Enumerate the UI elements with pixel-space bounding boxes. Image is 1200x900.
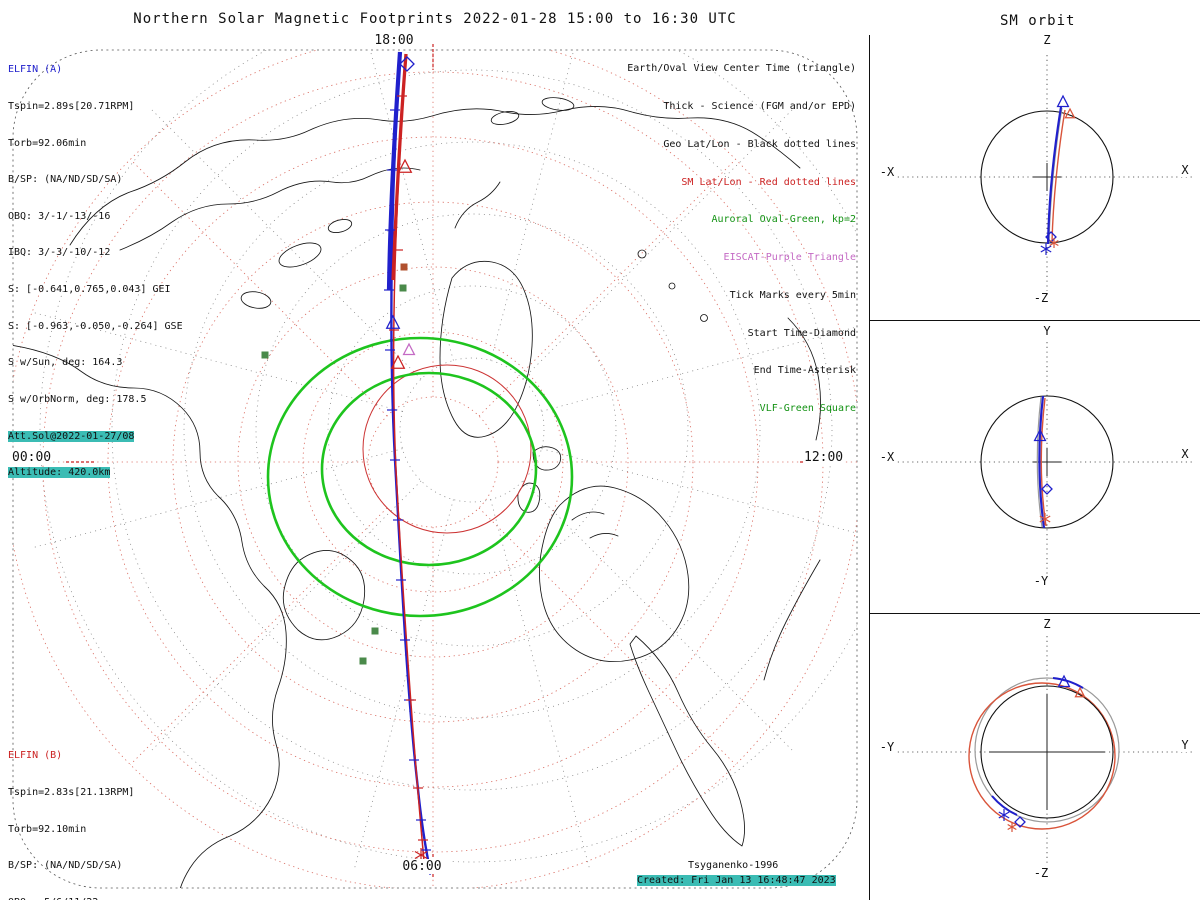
legend-item: SM Lat/Lon - Red dotted lines <box>681 176 856 188</box>
mlt-label-right: 12:00 <box>804 450 844 465</box>
elfin-a-line: S w/Sun, deg: 164.3 <box>8 357 123 369</box>
footprint-tracks <box>386 51 433 875</box>
panel1-axis-bottom: -Z <box>1031 291 1051 305</box>
elfin-a-line: B/SP: (NA/ND/SD/SA) <box>8 174 123 186</box>
elfin-a-attsol: Att.Sol@2022-01-27/08 <box>8 430 183 443</box>
legend-item: Geo Lat/Lon - Black dotted lines <box>663 138 856 150</box>
panel3-axis-left: -Y <box>877 740 897 754</box>
panel2-axis-right: X <box>1179 447 1191 461</box>
elfin-a-altitude: Altitude: 420.0km <box>8 467 183 479</box>
coast-uk <box>517 482 541 513</box>
small-island <box>637 249 647 259</box>
sm-orbit-panels <box>893 55 1192 866</box>
arctic-island <box>541 97 575 111</box>
elfin-a-line: S: [-0.641,0.765,0.043] GEI <box>8 284 171 296</box>
legend-item: Start Time-Diamond <box>747 327 856 339</box>
coast-right-2 <box>763 559 821 681</box>
legend-item: VLF-Green Square <box>759 403 856 415</box>
legend-item: End Time-Asterisk <box>753 365 856 377</box>
coast-europe <box>539 485 690 663</box>
elfin-b-line: Torb=92.10min <box>8 823 87 835</box>
coast-siberia-inner <box>119 167 421 251</box>
created-credit-text: Created: Fri Jan 13 16:48:47 2023 <box>637 875 836 886</box>
panel3-axis-top: Z <box>1041 617 1053 631</box>
mlt-label-left: 00:00 <box>12 450 52 465</box>
panel2-axis-left: -X <box>877 450 897 464</box>
panel-borders <box>869 35 1200 900</box>
small-island <box>668 282 676 290</box>
legend-item: EISCAT-Purple Triangle <box>723 252 856 264</box>
coast-fjords <box>571 511 619 539</box>
panel2-axis-top: Y <box>1041 324 1053 338</box>
legend-item: Tick Marks every 5min <box>729 289 856 301</box>
panel2-axis-bottom: -Y <box>1031 574 1051 588</box>
legend-block: Earth/Oval View Center Time (triangle) T… <box>627 38 856 441</box>
coast-iceland <box>532 446 562 471</box>
elfin-a-attsol-text: Att.Sol@2022-01-27/08 <box>8 430 135 442</box>
panel1-axis-right: X <box>1179 163 1191 177</box>
elfin-a-info-block: ELFIN (A) Tspin=2.89s[20.71RPM] Torb=92.… <box>8 40 183 504</box>
elfin-a-name: ELFIN (A) <box>8 64 63 76</box>
legend-item: Thick - Science (FGM and/or EPD) <box>663 100 856 112</box>
elfin-a-line: Torb=92.06min <box>8 137 87 149</box>
elfin-a-line: S: [-0.963,-0.050,-0.264] GSE <box>8 320 183 332</box>
geo-grid <box>32 50 857 870</box>
coast-peninsula <box>629 635 745 847</box>
auroral-oval-group <box>266 336 574 618</box>
coast-hudson-bay <box>282 550 366 641</box>
elfin-b-line: OBQ: -5/6/11/22 <box>8 897 177 900</box>
map-markers <box>261 56 437 875</box>
elfin-a-line: IBQ: 3/-3/-10/-12 <box>8 247 111 259</box>
panel1-axis-top: Z <box>1041 33 1053 47</box>
track-tick-marks <box>384 95 431 851</box>
coast-right-1 <box>787 317 821 441</box>
coast-svalbard <box>454 181 501 229</box>
legend-item: Earth/Oval View Center Time (triangle) <box>627 63 856 75</box>
map-boundary <box>12 49 858 889</box>
coast-greenland <box>439 260 533 438</box>
elfin-b-name: ELFIN (B) <box>8 750 63 762</box>
elfin-b-line: Tspin=2.83s[21.13RPM] <box>8 787 135 799</box>
elfin-b-info-block: ELFIN (B) Tspin=2.83s[21.13RPM] Torb=92.… <box>8 726 177 900</box>
coast-eurasia <box>69 106 801 246</box>
arctic-island <box>490 111 520 125</box>
panel3-axis-right: Y <box>1179 738 1191 752</box>
model-credit: Tsyganenko-1996 <box>688 860 779 871</box>
mlt-label-top: 18:00 <box>368 33 420 48</box>
arctic-island <box>327 218 353 234</box>
elfin-a-line: OBQ: 3/-1/-13/-16 <box>8 210 111 222</box>
panel3-axis-bottom: -Z <box>1031 866 1051 880</box>
coastlines <box>13 97 821 888</box>
coast-north-america <box>13 344 287 888</box>
created-credit: Created: Fri Jan 13 16:48:47 2023 <box>637 875 836 886</box>
arctic-island <box>278 242 322 268</box>
elfin-a-line: Tspin=2.89s[20.71RPM] <box>8 101 135 113</box>
page-title: Northern Solar Magnetic Footprints 2022-… <box>133 11 737 27</box>
elfin-a-altitude-text: Altitude: 420.0km <box>8 467 111 479</box>
elfin-a-line: S w/OrbNorm, deg: 178.5 <box>8 393 147 405</box>
elfin-b-line: B/SP: (NA/ND/SD/SA) <box>8 860 123 872</box>
small-island <box>700 314 708 322</box>
legend-item: Auroral Oval-Green, kp=2 <box>711 214 857 226</box>
arctic-island <box>240 291 272 309</box>
panel1-axis-left: -X <box>877 165 897 179</box>
mlt-label-bottom: 06:00 <box>394 859 450 874</box>
sm-orbit-title: SM orbit <box>1000 13 1076 29</box>
